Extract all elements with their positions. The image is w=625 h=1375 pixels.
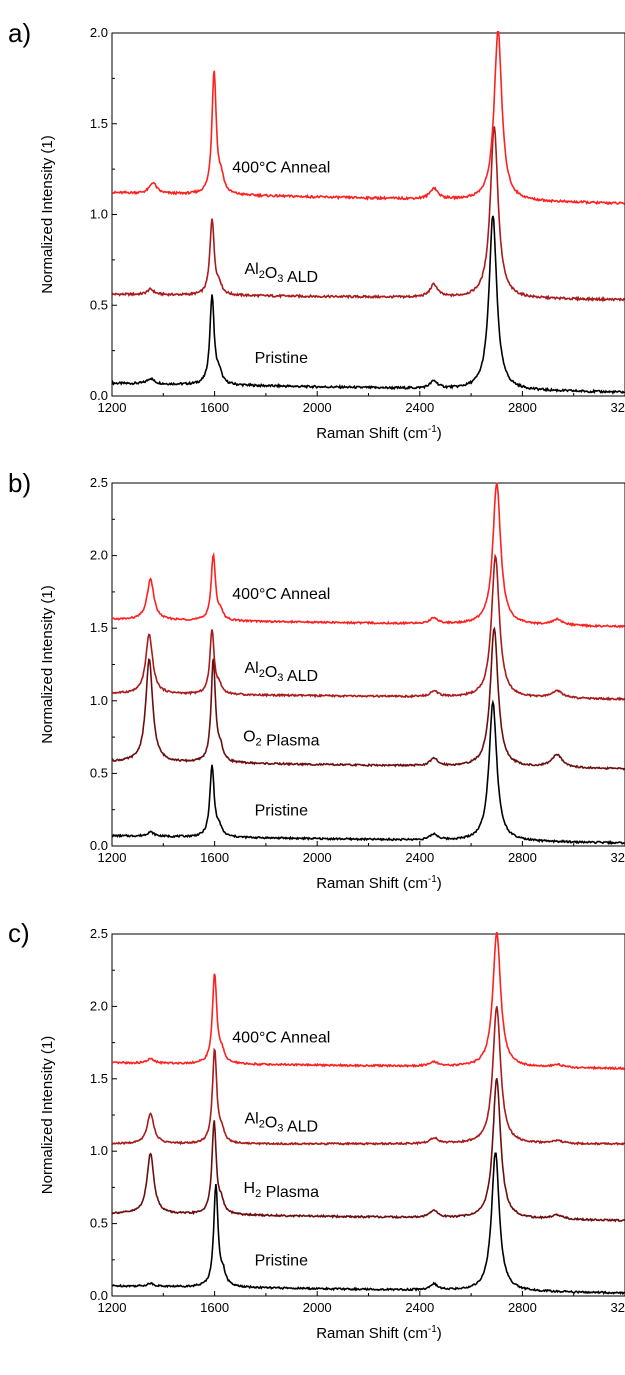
- series-label: Al2O3 ALD: [244, 660, 318, 685]
- y-tick-label: 1.5: [90, 620, 108, 635]
- y-tick-label: 0.0: [90, 838, 108, 853]
- x-tick-label: 1200: [98, 1300, 127, 1315]
- series-line: [112, 215, 625, 395]
- y-axis-label: Normalized Intensity (1): [39, 135, 56, 293]
- x-axis-label: Raman Shift (cm-1): [316, 424, 442, 442]
- y-tick-label: 2.0: [90, 548, 108, 563]
- panel-b: b) 0.0 0.5 1.0 1.5 2.0 2.5 1200 1600 2000 2400 2800…: [8, 468, 625, 892]
- series-line: [112, 553, 625, 702]
- series-label: H2 Plasma: [244, 1180, 320, 1201]
- x-tick-label: 2400: [405, 400, 434, 415]
- series-line: [112, 932, 625, 1071]
- series-line: [112, 1078, 625, 1223]
- y-tick-label: 0.0: [90, 1288, 108, 1303]
- y-tick-label: 2.5: [90, 926, 108, 941]
- series-label: 400°C Anneal: [232, 586, 330, 603]
- series-line: [112, 31, 625, 206]
- y-axis-label: Normalized Intensity (1): [39, 585, 56, 743]
- y-tick-label: 1.0: [90, 207, 108, 222]
- series-label: 400°C Anneal: [232, 1030, 330, 1047]
- plot-frame: [111, 933, 625, 1297]
- y-tick-label: 1.5: [90, 116, 108, 131]
- y-tick-label: 0.0: [90, 388, 108, 403]
- series-label: 400°C Anneal: [232, 159, 330, 176]
- x-tick-label: 1600: [200, 1300, 229, 1315]
- x-tick-label: 3200: [611, 400, 625, 415]
- y-axis-label: Normalized Intensity (1): [39, 1036, 56, 1194]
- x-tick-label: 2800: [508, 400, 537, 415]
- plot-frame: [111, 32, 625, 397]
- x-tick-label: 1200: [98, 400, 127, 415]
- x-tick-label: 2000: [303, 1300, 332, 1315]
- x-tick-label: 2400: [405, 850, 434, 865]
- series-label: Pristine: [255, 1253, 308, 1270]
- panel-a: a) 0.0 0.5 1.0 1.5 2.0 1200 1600 2000 2400 2800 320…: [8, 18, 625, 442]
- series-label: Al2O3 ALD: [244, 261, 318, 286]
- y-tick-label: 1.0: [90, 1143, 108, 1158]
- panel-letter: c): [8, 918, 30, 948]
- x-tick-label: 1200: [98, 850, 127, 865]
- x-tick-label: 2400: [405, 1300, 434, 1315]
- x-tick-label: 2800: [508, 850, 537, 865]
- series-line: [112, 1152, 625, 1296]
- y-tick-label: 0.5: [90, 765, 108, 780]
- series-line: [112, 699, 625, 845]
- panel-letter: a): [8, 18, 31, 48]
- y-tick-label: 1.0: [90, 693, 108, 708]
- y-tick-label: 2.0: [90, 25, 108, 40]
- x-tick-label: 1600: [200, 850, 229, 865]
- panel-letter: b): [8, 468, 31, 498]
- series-line: [112, 482, 625, 629]
- series-label: Al2O3 ALD: [244, 1111, 318, 1136]
- y-tick-label: 0.5: [90, 1216, 108, 1231]
- y-tick-label: 2.0: [90, 998, 108, 1013]
- series-line: [112, 1006, 625, 1146]
- series-label: Pristine: [255, 350, 308, 367]
- series-label: Pristine: [255, 803, 308, 820]
- x-tick-label: 3200: [611, 850, 625, 865]
- x-tick-label: 1600: [200, 400, 229, 415]
- y-tick-label: 2.5: [90, 475, 108, 490]
- y-tick-label: 0.5: [90, 297, 108, 312]
- x-tick-label: 2800: [508, 1300, 537, 1315]
- series-line: [112, 126, 625, 303]
- x-tick-label: 2000: [303, 400, 332, 415]
- series-label: O2 Plasma: [243, 728, 319, 749]
- x-tick-label: 2000: [303, 850, 332, 865]
- x-axis-label: Raman Shift (cm-1): [316, 1324, 442, 1342]
- x-axis-label: Raman Shift (cm-1): [316, 874, 442, 892]
- panel-c: c) 0.0 0.5 1.0 1.5 2.0 2.5 1200 1600 2000 2400 2800…: [8, 918, 625, 1342]
- series-line: [112, 626, 625, 771]
- y-tick-label: 1.5: [90, 1071, 108, 1086]
- x-tick-label: 3200: [611, 1300, 625, 1315]
- plot-frame: [111, 482, 625, 847]
